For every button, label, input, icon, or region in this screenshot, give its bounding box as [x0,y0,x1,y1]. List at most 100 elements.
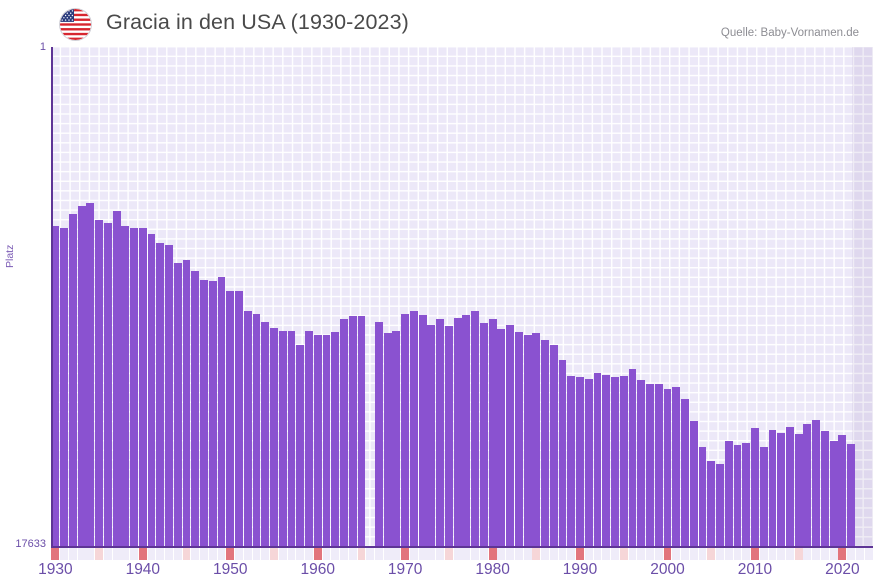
bar[interactable] [637,380,646,547]
bar[interactable] [654,384,663,547]
bar[interactable] [156,242,165,547]
bar[interactable] [479,323,488,547]
bar[interactable] [77,205,86,547]
bar[interactable] [130,228,138,547]
bar[interactable] [593,373,602,547]
bar[interactable] [602,374,611,547]
bar[interactable] [584,378,593,547]
bar[interactable] [235,290,243,547]
bar[interactable] [226,290,235,547]
bar[interactable] [86,202,95,547]
x-axis-label: 1980 [475,561,510,578]
bar[interactable] [138,228,147,547]
bar[interactable] [838,435,847,547]
bar[interactable] [252,313,261,547]
bar[interactable] [672,387,681,547]
x-tick-major [51,548,60,560]
x-tick [593,548,602,560]
bar[interactable] [689,421,698,547]
bar[interactable] [296,344,305,547]
bar[interactable] [777,432,786,547]
bar[interactable] [383,333,392,547]
bar[interactable] [182,259,191,547]
bar[interactable] [549,344,558,547]
bar[interactable] [68,214,77,547]
bar[interactable] [497,329,506,547]
bar[interactable] [558,360,567,547]
bar[interactable] [453,317,462,547]
bar[interactable] [742,442,751,547]
bar[interactable] [611,377,619,547]
x-tick-major [226,548,235,560]
bar[interactable] [95,219,104,547]
bar[interactable] [427,324,436,547]
bar[interactable] [348,316,357,547]
bar[interactable] [287,330,296,547]
bar[interactable] [305,330,313,547]
bar[interactable] [803,424,812,547]
bar[interactable] [698,446,707,547]
bar[interactable] [436,319,445,547]
bar[interactable] [208,280,217,547]
bar[interactable] [409,310,418,547]
x-tick [418,548,427,560]
bar[interactable] [646,384,654,547]
bar[interactable] [681,398,689,547]
bar[interactable] [471,310,480,547]
bar[interactable] [820,431,829,547]
bar[interactable] [60,228,69,547]
bar[interactable] [191,271,200,547]
bar[interactable] [523,334,532,547]
bar[interactable] [165,245,173,547]
bar[interactable] [51,225,60,547]
bar[interactable] [541,340,549,547]
bar[interactable] [103,222,112,547]
bar[interactable] [785,426,794,547]
bar[interactable] [567,375,576,547]
bar[interactable] [514,331,523,547]
bar[interactable] [217,276,226,547]
bar[interactable] [576,377,584,547]
bar[interactable] [488,319,497,547]
bar[interactable] [724,441,733,547]
bar[interactable] [200,279,208,547]
bar[interactable] [768,429,777,547]
bar[interactable] [374,322,383,547]
bar[interactable] [331,331,340,547]
bar[interactable] [313,334,322,547]
bar[interactable] [462,314,471,547]
bar[interactable] [759,446,768,547]
bar[interactable] [716,463,724,547]
bar[interactable] [444,326,453,547]
bar[interactable] [261,322,270,547]
bar[interactable] [401,313,410,547]
bar[interactable] [270,327,278,547]
x-axis-label: 1940 [125,561,161,578]
bar[interactable] [628,368,637,547]
bar[interactable] [147,234,156,547]
x-tick [322,548,331,560]
bar[interactable] [418,314,427,547]
bar[interactable] [112,211,121,547]
bar[interactable] [392,330,401,547]
bar[interactable] [812,419,821,547]
bar[interactable] [733,445,742,547]
bar[interactable] [506,324,515,547]
bar[interactable] [278,330,287,547]
bar[interactable] [707,461,716,547]
bar[interactable] [322,334,331,547]
bar[interactable] [121,225,130,547]
bar[interactable] [829,441,838,547]
bar[interactable] [340,319,348,547]
x-tick [103,548,112,560]
bar[interactable] [243,310,252,547]
bar[interactable] [173,262,182,547]
bar[interactable] [847,443,856,547]
bar[interactable] [532,333,541,547]
bar[interactable] [663,388,672,547]
x-tick [165,548,173,560]
bar[interactable] [619,375,628,547]
bar[interactable] [357,316,366,547]
bar[interactable] [751,428,759,547]
bar[interactable] [794,434,803,547]
